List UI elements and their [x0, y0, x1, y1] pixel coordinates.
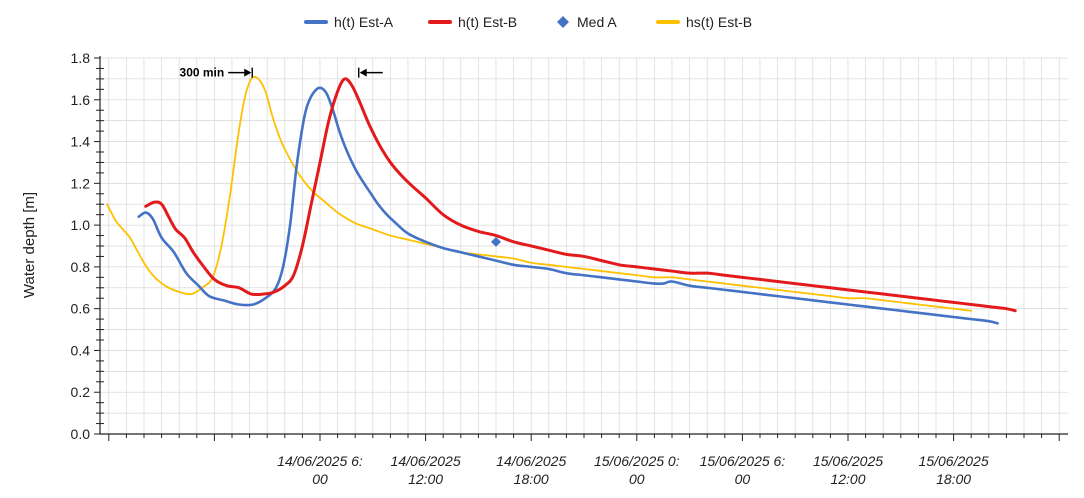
x-tick-label: 15/06/2025 6:	[700, 453, 786, 469]
x-tick-label: 14/06/2025	[391, 453, 461, 469]
legend: h(t) Est-A h(t) Est-B Med A hs(t) Est-B	[304, 14, 752, 30]
series-group	[106, 75, 1017, 325]
x-tick-label-line2: 12:00	[830, 471, 865, 487]
y-tick-label: 1.0	[71, 217, 91, 233]
y-tick-label: 1.2	[71, 175, 91, 191]
legend-label: h(t) Est-B	[458, 14, 517, 30]
x-tick-label-line2: 00	[735, 471, 751, 487]
x-tick-label: 15/06/2025	[813, 453, 883, 469]
y-tick-label: 0.0	[71, 426, 91, 442]
x-tick-label: 15/06/2025 0:	[594, 453, 680, 469]
x-tick-label-line2: 12:00	[408, 471, 443, 487]
y-axis-label: Water depth [m]	[21, 192, 38, 298]
y-tick-label: 1.6	[71, 92, 91, 108]
x-tick-label-line2: 00	[629, 471, 645, 487]
x-tick-label-line2: 00	[312, 471, 328, 487]
series-line-hs-t-est-b	[106, 75, 973, 312]
annotation-text: 300 min	[180, 66, 225, 80]
x-tick-label: 15/06/2025	[919, 453, 989, 469]
x-tick-label: 14/06/2025 6:	[277, 453, 363, 469]
grid	[100, 57, 1068, 435]
y-tick-label: 0.2	[71, 384, 91, 400]
x-tick-label: 14/06/2025	[496, 453, 566, 469]
data-point-med-a	[491, 236, 501, 247]
annotation-arrowhead-left	[244, 68, 252, 77]
x-tick-label-line2: 18:00	[514, 471, 549, 487]
annotation-group: 300 min	[180, 66, 383, 80]
legend-label: Med A	[577, 14, 617, 30]
series-line-h-t-est-b	[144, 77, 1017, 313]
series-line-h-t-est-a	[137, 86, 999, 325]
y-tick-label: 0.4	[71, 342, 91, 358]
axes: 0.0 0.2 0.4 0.6 0.8 1.0 1.2 1.4 1.6 1.8 14/06/2025…	[71, 50, 1068, 487]
y-tick-label: 0.6	[71, 301, 91, 317]
legend-label: h(t) Est-A	[334, 14, 394, 30]
annotation-arrowhead-right	[359, 68, 367, 77]
y-tick-label: 0.8	[71, 259, 91, 275]
y-tick-label: 1.8	[71, 50, 91, 66]
legend-marker-med-a	[557, 16, 569, 28]
x-tick-label-line2: 18:00	[936, 471, 971, 487]
legend-label: hs(t) Est-B	[686, 14, 752, 30]
y-tick-label: 1.4	[71, 134, 91, 150]
